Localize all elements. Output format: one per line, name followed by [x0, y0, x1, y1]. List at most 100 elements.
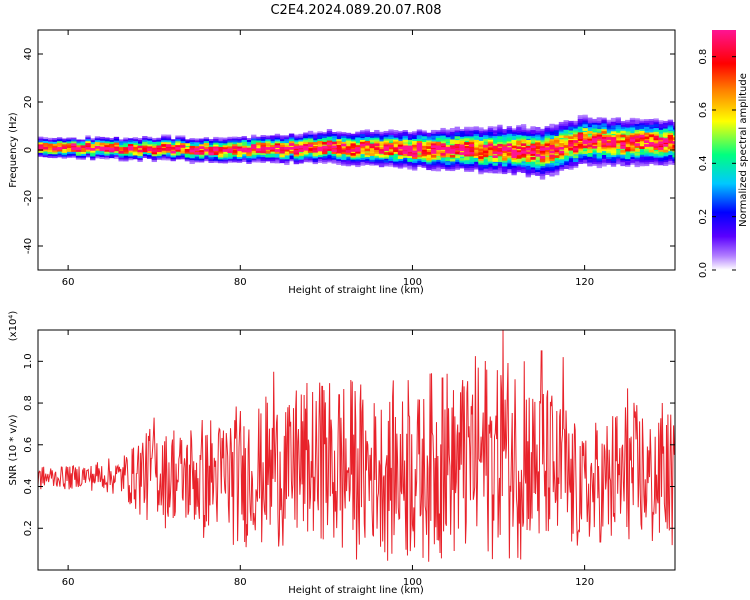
heatmap-cell: [497, 126, 503, 130]
heatmap-cell: [658, 152, 664, 156]
heatmap-cell: [577, 138, 584, 141]
heatmap-cell: [123, 149, 129, 152]
heatmap-cell: [293, 134, 299, 138]
heatmap-cell: [658, 160, 664, 164]
heatmap-cell: [180, 156, 186, 160]
heatmap-cell: [653, 124, 659, 127]
heatmap-cell: [99, 146, 105, 150]
heatmap-cell: [132, 148, 139, 152]
heatmap-cell: [525, 134, 531, 138]
heatmap-cell: [511, 170, 517, 174]
heatmap-cell: [483, 140, 489, 144]
heatmap-cell: [483, 144, 489, 148]
heatmap-cell: [165, 155, 172, 159]
heatmap-cell: [454, 151, 460, 155]
heatmap-cell: [364, 129, 371, 133]
heatmap-cell: [208, 158, 214, 162]
heatmap-cell: [525, 138, 531, 141]
heatmap-cell: [672, 137, 675, 141]
heatmap-cell: [350, 149, 356, 152]
heatmap-cell: [407, 159, 413, 162]
heatmap-cell: [582, 155, 588, 158]
heatmap-cell: [596, 161, 603, 165]
heatmap-cell: [587, 144, 593, 148]
heatmap-cell: [397, 161, 404, 165]
heatmap-cell: [388, 150, 394, 154]
heatmap-cell: [383, 163, 389, 167]
heatmap-cell: [56, 145, 63, 148]
heatmap-cell: [487, 151, 494, 154]
heatmap-cell: [525, 140, 531, 143]
heatmap-cell: [492, 166, 498, 170]
heatmap-cell: [516, 167, 522, 171]
heatmap-cell: [606, 125, 612, 129]
heatmap-cell: [85, 145, 91, 148]
heatmap-cell: [449, 143, 456, 147]
heatmap-cell: [449, 141, 456, 145]
heatmap-cell: [393, 137, 399, 141]
heatmap-cell: [615, 132, 621, 136]
heatmap-cell: [506, 149, 513, 152]
heatmap-cell: [610, 127, 617, 131]
heatmap-cell: [255, 154, 262, 157]
heatmap-cell: [383, 161, 389, 165]
heatmap-cell: [194, 142, 200, 146]
heatmap-cell: [355, 158, 361, 162]
heatmap-cell: [430, 162, 437, 166]
heatmap-cell: [71, 151, 77, 154]
heatmap-cell: [464, 165, 470, 168]
heatmap-cell: [563, 145, 569, 148]
heatmap-cell: [582, 124, 588, 128]
heatmap-cell: [227, 148, 233, 152]
heatmap-cell: [402, 137, 408, 141]
heatmap-cell: [653, 152, 659, 156]
heatmap-cell: [644, 134, 650, 138]
heatmap-cell: [530, 162, 536, 166]
heatmap-cell: [662, 134, 669, 138]
heatmap-cell: [483, 139, 489, 142]
heatmap-cell: [151, 143, 157, 147]
heatmap-cell: [497, 149, 503, 153]
heatmap-cell: [312, 134, 318, 138]
heatmap-cell: [142, 151, 148, 155]
heatmap-cell: [468, 134, 475, 138]
heatmap-cell: [454, 143, 460, 147]
heatmap-cell: [118, 147, 124, 150]
heatmap-cell: [577, 159, 584, 163]
heatmap-cell: [222, 156, 228, 160]
heatmap-cell: [648, 126, 655, 130]
heatmap-cell: [511, 128, 517, 132]
heatmap-cell: [473, 162, 479, 166]
heatmap-cell: [473, 132, 479, 135]
heatmap-cell: [184, 150, 191, 154]
heatmap-cell: [473, 155, 479, 158]
heatmap-cell: [445, 164, 451, 167]
heatmap-cell: [634, 147, 640, 150]
heatmap-cell: [492, 147, 498, 151]
heatmap-cell: [170, 152, 176, 156]
heatmap-cell: [317, 154, 323, 158]
heatmap-cell: [388, 137, 394, 140]
heatmap-cell: [629, 133, 636, 136]
heatmap-cell: [383, 154, 389, 157]
heatmap-cell: [170, 150, 176, 154]
heatmap-cell: [658, 143, 664, 147]
heatmap-cell: [99, 154, 105, 157]
heatmap-cell: [288, 133, 295, 137]
heatmap-cell: [606, 135, 612, 138]
heatmap-cell: [582, 120, 588, 124]
heatmap-cell: [558, 125, 565, 129]
heatmap-cell: [454, 140, 460, 143]
heatmap-cell: [483, 154, 489, 158]
heatmap-cell: [506, 126, 513, 129]
heatmap-cell: [359, 162, 366, 166]
heatmap-cell: [667, 133, 674, 136]
heatmap-cell: [667, 135, 674, 138]
heatmap-cell: [539, 136, 546, 140]
heatmap-cell: [615, 127, 621, 130]
heatmap-cell: [123, 137, 129, 141]
heatmap-cell: [293, 161, 299, 165]
heatmap-cell: [165, 136, 172, 140]
heatmap-cell: [492, 143, 498, 147]
heatmap-cell: [255, 150, 262, 153]
